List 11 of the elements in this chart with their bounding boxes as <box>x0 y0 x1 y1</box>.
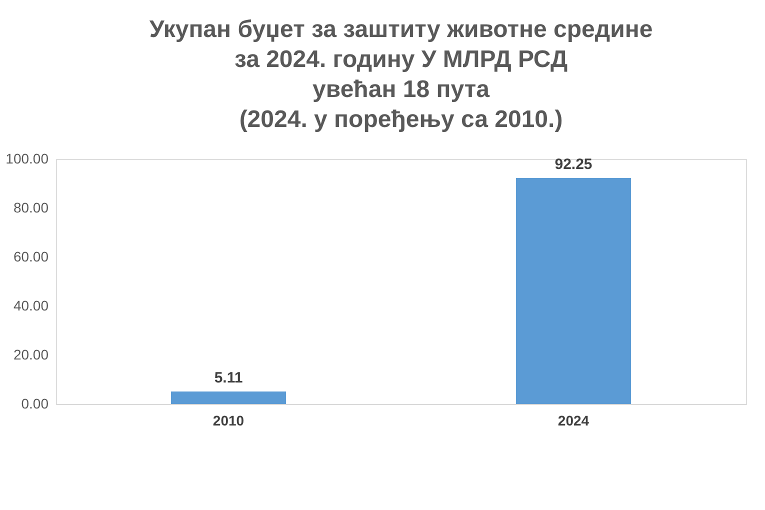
data-label: 92.25 <box>554 156 592 173</box>
chart-title: Укупан буџет за заштиту животне средине за 2024. годину У МЛРД РСД увећан 18 пута (2024. у поређењу са 2010.) <box>149 16 653 133</box>
y-tick-label: 80.00 <box>13 200 49 216</box>
data-label: 5.11 <box>214 369 243 386</box>
y-tick-label: 0.00 <box>21 396 49 412</box>
y-tick-label: 60.00 <box>13 248 49 264</box>
x-tick-label: 2024 <box>558 412 590 428</box>
y-tick-label: 100.00 <box>6 150 49 166</box>
y-tick-label: 20.00 <box>13 346 49 362</box>
x-tick-label: 2010 <box>212 412 244 428</box>
y-tick-label: 40.00 <box>13 298 49 314</box>
